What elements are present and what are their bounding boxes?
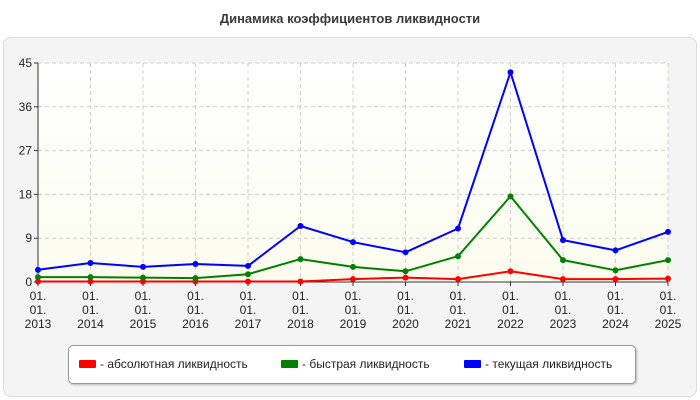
legend-swatch (464, 360, 481, 368)
data-point (350, 276, 356, 283)
data-point (507, 268, 514, 275)
data-point (87, 278, 94, 285)
x-tick-label: 01. 01. 2019 (340, 289, 367, 331)
data-point (612, 276, 619, 283)
x-tick-label: 01. 01. 2016 (182, 289, 209, 331)
legend-label: - абсолютная ликвидность (100, 357, 248, 371)
data-point (560, 237, 566, 244)
data-point (350, 239, 356, 246)
x-tick-label: 01. 01. 2020 (392, 289, 419, 331)
x-tick-label: 01. 01. 2013 (25, 289, 52, 331)
data-point (402, 249, 409, 256)
y-tick-label: 18 (19, 187, 33, 201)
y-tick-label: 27 (19, 144, 33, 158)
x-tick-label: 01. 01. 2017 (235, 289, 262, 331)
data-point (612, 267, 619, 274)
x-tick-label: 01. 01. 2023 (550, 289, 577, 331)
legend-label: - текущая ликвидность (485, 357, 613, 371)
data-point (455, 253, 461, 260)
data-point (507, 193, 514, 200)
x-tick-label: 01. 01. 2022 (497, 289, 524, 331)
data-point (665, 257, 671, 264)
data-point (245, 262, 251, 269)
data-point (560, 276, 566, 283)
data-point (192, 275, 199, 282)
chart-title: Динамика коэффициентов ликвидности (219, 11, 481, 26)
x-tick-label: 01. 01. 2024 (602, 289, 629, 331)
data-point (665, 275, 671, 282)
data-point (35, 274, 41, 281)
data-point (665, 228, 671, 235)
x-tick-labels: 01. 01. 2013 01. 01. 2014 01. 01. 2015 01. 01. 2016… (25, 289, 682, 331)
y-tick-labels: 0 9 18 27 36 45 (19, 56, 33, 289)
data-point (245, 278, 251, 285)
legend-swatch (79, 360, 96, 368)
data-point (560, 257, 566, 264)
data-point (140, 263, 146, 270)
legend-label: - быстрая ликвидность (302, 357, 430, 371)
data-point (350, 263, 356, 270)
data-point (455, 276, 461, 283)
y-tick-label: 0 (25, 275, 32, 289)
gridlines (38, 62, 669, 282)
y-tick-label: 45 (19, 56, 33, 70)
plot-area (38, 63, 668, 282)
data-point (402, 274, 409, 281)
data-point (297, 278, 304, 285)
data-point (140, 274, 146, 281)
data-point (245, 271, 251, 278)
data-point (87, 274, 94, 281)
x-tick-label: 01. 01. 2025 (655, 289, 682, 331)
x-tick-label: 01. 01. 2021 (445, 289, 472, 331)
y-tick-label: 36 (19, 100, 33, 114)
legend-swatch (281, 360, 298, 368)
x-tick-label: 01. 01. 2014 (77, 289, 104, 331)
data-point (297, 223, 304, 230)
data-point (35, 266, 41, 273)
series-group (35, 69, 671, 285)
data-point (87, 260, 94, 267)
data-point (402, 268, 409, 275)
data-point (612, 247, 619, 254)
legend: - абсолютная ликвидность - быстрая ликви… (68, 345, 636, 384)
x-tick-label: 01. 01. 2015 (130, 289, 157, 331)
data-point (507, 69, 514, 76)
data-point (297, 256, 304, 263)
data-point (35, 278, 41, 285)
data-point (192, 260, 199, 267)
y-tick-label: 9 (25, 231, 32, 245)
x-tick-label: 01. 01. 2018 (287, 289, 314, 331)
data-point (455, 225, 461, 232)
